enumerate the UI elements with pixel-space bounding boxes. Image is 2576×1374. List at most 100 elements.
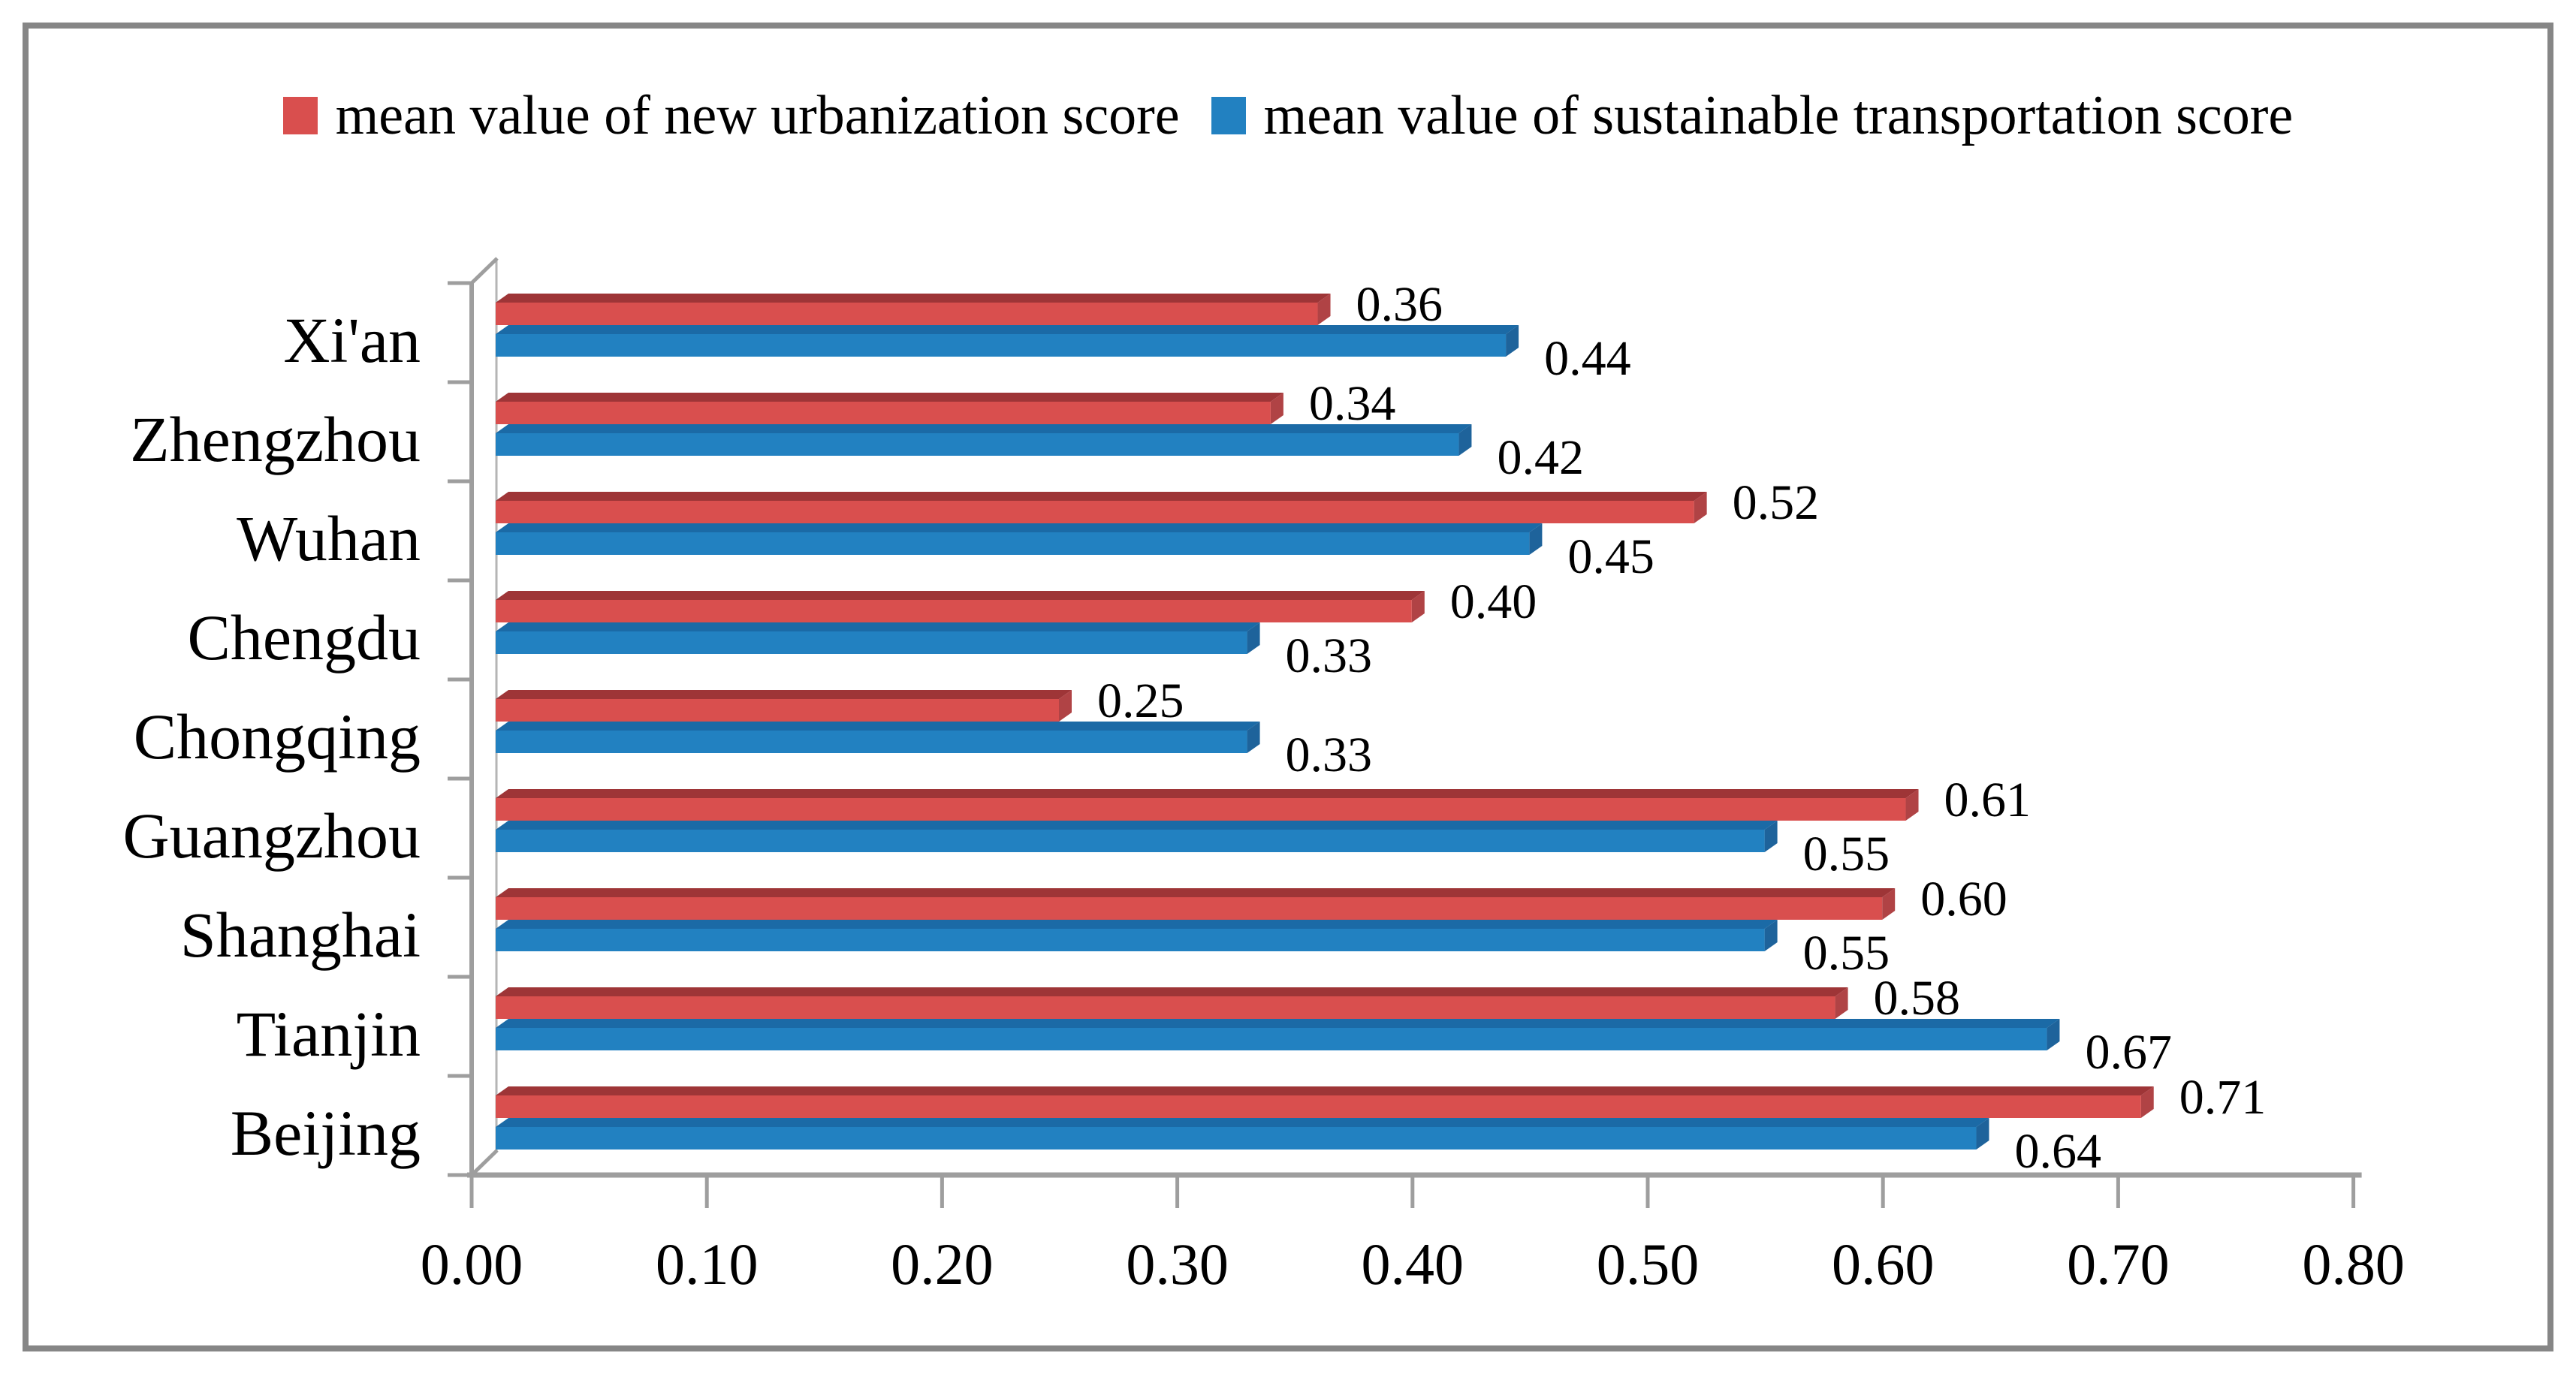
value-label-transportation-xi-an: 0.44 (1544, 331, 1631, 386)
value-label-transportation-tianjin: 0.67 (2085, 1025, 2172, 1080)
legend: mean value of new urbanization score mea… (0, 87, 2576, 144)
value-label-urbanization-tianjin: 0.58 (1873, 971, 1961, 1026)
bar-urbanization-xi-an-end-face (1317, 294, 1331, 325)
category-label-shanghai: Shanghai (179, 899, 421, 971)
bar-urbanization-zhengzhou-front-face (496, 402, 1271, 424)
x-tick-label-0-70: 0.70 (2067, 1231, 2170, 1297)
bar-transportation-wuhan-front-face (496, 532, 1530, 555)
value-label-urbanization-chengdu: 0.40 (1449, 574, 1537, 629)
category-label-chongqing: Chongqing (133, 701, 421, 773)
value-label-urbanization-xi-an: 0.36 (1356, 277, 1443, 332)
bar-transportation-chengdu-end-face (1247, 622, 1260, 654)
bar-urbanization-wuhan-end-face (1694, 492, 1707, 523)
bar-urbanization-wuhan-top-face (496, 492, 1707, 501)
bar-transportation-xi-an-front-face (496, 334, 1507, 357)
bar-transportation-zhengzhou-top-face (496, 424, 1472, 433)
bar-urbanization-guangzhou-end-face (1905, 789, 1919, 821)
bar-urbanization-chongqing-end-face (1059, 690, 1072, 722)
category-label-zhengzhou: Zhengzhou (130, 403, 421, 475)
bar-urbanization-wuhan-front-face (496, 501, 1694, 523)
value-label-transportation-beijing: 0.64 (2014, 1124, 2101, 1179)
bar-urbanization-beijing-front-face (496, 1095, 2141, 1118)
bar-urbanization-shanghai-end-face (1882, 888, 1896, 920)
bar-transportation-zhengzhou-front-face (496, 433, 1459, 456)
value-label-urbanization-wuhan: 0.52 (1732, 475, 1820, 530)
axis-depth-top-edge (470, 257, 499, 285)
bar-transportation-guangzhou-top-face (496, 821, 1778, 830)
bar-transportation-chongqing-end-face (1247, 722, 1260, 753)
bar-urbanization-zhengzhou-end-face (1270, 393, 1283, 424)
bar-transportation-guangzhou-end-face (1764, 821, 1778, 852)
value-label-transportation-wuhan: 0.45 (1567, 529, 1654, 584)
value-label-urbanization-guangzhou: 0.61 (1944, 773, 2032, 827)
bar-urbanization-chongqing-front-face (496, 699, 1059, 722)
value-label-urbanization-beijing: 0.71 (2179, 1070, 2267, 1125)
bar-transportation-zhengzhou-end-face (1458, 424, 1472, 456)
axis-depth-bottom-edge (470, 1149, 499, 1177)
bar-transportation-shanghai-top-face (496, 920, 1778, 929)
legend-label-transportation: mean value of sustainable transportation… (1263, 85, 2294, 146)
bar-transportation-chengdu-top-face (496, 622, 1260, 631)
bar-urbanization-beijing-top-face (496, 1086, 2154, 1095)
x-tick-label-0-00: 0.00 (420, 1231, 523, 1297)
category-label-beijing: Beijing (230, 1097, 421, 1169)
bar-transportation-tianjin-front-face (496, 1028, 2047, 1050)
bar-transportation-xi-an-end-face (1506, 325, 1519, 357)
bar-urbanization-guangzhou-front-face (496, 798, 1906, 821)
x-tick-label-0-60: 0.60 (1831, 1231, 1935, 1297)
legend-item-transportation: mean value of sustainable transportation… (1211, 85, 2294, 146)
bar-transportation-xi-an-top-face (496, 325, 1519, 334)
bar-transportation-guangzhou-front-face (496, 830, 1765, 852)
bar-urbanization-xi-an-front-face (496, 303, 1318, 325)
bar-transportation-beijing-end-face (1976, 1118, 1989, 1150)
bar-urbanization-shanghai-front-face (496, 897, 1883, 920)
legend-swatch-red (282, 97, 318, 134)
bar-urbanization-shanghai-top-face (496, 888, 1896, 897)
x-tick-label-0-20: 0.20 (891, 1231, 994, 1297)
bar-urbanization-chengdu-end-face (1411, 591, 1425, 622)
bar-transportation-tianjin-end-face (2047, 1019, 2060, 1050)
bar-urbanization-beijing-end-face (2140, 1086, 2154, 1118)
bar-transportation-beijing-front-face (496, 1127, 1977, 1150)
bar-urbanization-zhengzhou-top-face (496, 393, 1283, 402)
bar-urbanization-tianjin-top-face (496, 987, 1848, 996)
value-label-urbanization-zhengzhou: 0.34 (1308, 376, 1396, 431)
x-tick-label-0-10: 0.10 (655, 1231, 759, 1297)
bar-urbanization-tianjin-front-face (496, 996, 1835, 1019)
value-label-urbanization-shanghai: 0.60 (1920, 872, 2007, 927)
bar-transportation-shanghai-front-face (496, 929, 1765, 951)
x-tick-label-0-50: 0.50 (1596, 1231, 1700, 1297)
bar-urbanization-xi-an-top-face (496, 294, 1331, 303)
bar-urbanization-chengdu-front-face (496, 600, 1412, 622)
value-label-transportation-chongqing: 0.33 (1285, 728, 1373, 782)
bar-transportation-tianjin-top-face (496, 1019, 2060, 1028)
value-label-urbanization-chongqing: 0.25 (1097, 673, 1184, 728)
bar-transportation-shanghai-end-face (1764, 920, 1778, 951)
legend-item-urbanization: mean value of new urbanization score (282, 85, 1180, 146)
bar-transportation-chongqing-top-face (496, 722, 1260, 731)
bar-urbanization-tianjin-end-face (1835, 987, 1848, 1019)
bar-urbanization-guangzhou-top-face (496, 789, 1919, 798)
bar-transportation-wuhan-top-face (496, 523, 1543, 532)
category-label-guangzhou: Guangzhou (122, 800, 421, 872)
legend-label-urbanization: mean value of new urbanization score (335, 85, 1180, 146)
value-label-transportation-chengdu: 0.33 (1285, 628, 1373, 683)
category-label-chengdu: Chengdu (187, 601, 421, 673)
legend-swatch-blue (1211, 97, 1246, 134)
bar-transportation-chongqing-front-face (496, 731, 1247, 753)
category-label-xi-an: Xi'an (283, 304, 421, 376)
value-label-transportation-zhengzhou: 0.42 (1497, 430, 1584, 485)
x-tick-label-0-30: 0.30 (1126, 1231, 1229, 1297)
value-label-transportation-shanghai: 0.55 (1802, 926, 1890, 981)
x-tick-label-0-80: 0.80 (2302, 1231, 2405, 1297)
bar-transportation-chengdu-front-face (496, 631, 1247, 654)
category-label-tianjin: Tianjin (236, 998, 421, 1070)
category-label-wuhan: Wuhan (237, 502, 421, 574)
bar-urbanization-chengdu-top-face (496, 591, 1425, 600)
bar-urbanization-chongqing-top-face (496, 690, 1072, 699)
bar-transportation-wuhan-end-face (1529, 523, 1543, 555)
value-label-transportation-guangzhou: 0.55 (1802, 827, 1890, 881)
bar-transportation-beijing-top-face (496, 1118, 1989, 1127)
x-tick-label-0-40: 0.40 (1361, 1231, 1464, 1297)
